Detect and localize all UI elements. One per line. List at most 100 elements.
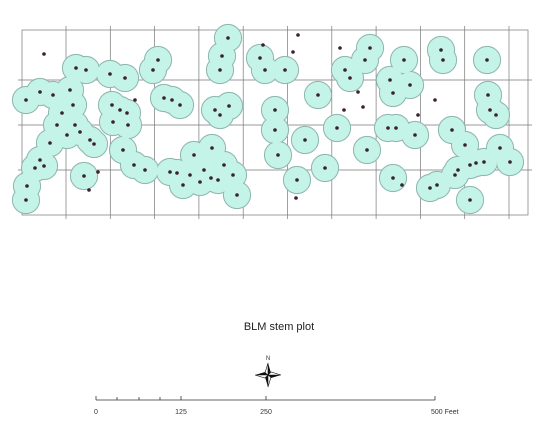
scale-label: 500 Feet [431,409,459,416]
stem [485,58,489,62]
stem [433,98,437,102]
stem [188,173,192,177]
buffer-outline [310,153,340,183]
stem [213,108,217,112]
buffer-outline [378,163,408,193]
stem [48,141,52,145]
stem [121,148,125,152]
stem [68,88,72,92]
north-arrow-part [268,375,281,378]
stem [294,196,298,200]
stem [222,163,226,167]
stem [24,98,28,102]
buffer-outline [303,80,333,110]
stem [486,93,490,97]
stem [276,153,280,157]
stem [111,120,115,124]
stem [216,178,220,182]
frame-border [21,29,529,216]
stem [73,123,77,127]
stem [210,146,214,150]
stem [494,113,498,117]
stem [413,133,417,137]
stem [92,142,96,146]
stem [365,148,369,152]
stem [42,52,46,56]
stem [450,128,454,132]
north-arrow-part [265,375,268,387]
buffer-outline [282,165,312,195]
stem [126,123,130,127]
stem-layer [24,33,512,202]
north-arrow-part [255,372,268,375]
stem [456,168,460,172]
buffer-outline [472,45,502,75]
stem [42,164,46,168]
north-arrow: N [254,356,282,388]
stem [25,184,29,188]
stem [363,58,367,62]
stem [33,166,37,170]
stem [82,174,86,178]
stem [273,128,277,132]
scale-label: 0 [94,409,98,416]
stem [170,98,174,102]
stem [125,111,129,115]
stem [428,186,432,190]
stem [291,50,295,54]
stem [96,170,100,174]
stem [402,58,406,62]
stem [123,76,127,80]
stem [181,183,185,187]
stem [192,153,196,157]
stem [151,68,155,72]
stem [303,138,307,142]
north-arrow-part [267,371,282,376]
stem [488,108,492,112]
stem [55,123,59,127]
stem [273,108,277,112]
stem [258,56,262,60]
stem [296,33,300,37]
map-title: BLM stem plot [244,321,314,333]
stem [220,54,224,58]
scale-label: 125 [175,409,187,416]
stem [335,126,339,130]
stem [38,158,42,162]
stem [439,48,443,52]
stem [178,103,182,107]
stem [435,183,439,187]
north-arrow-part [254,374,269,379]
stem [168,170,172,174]
north-label: N [266,356,270,362]
stem [209,176,213,180]
stem [118,108,122,112]
stem [235,193,239,197]
stem [316,93,320,97]
stem [84,68,88,72]
stem [60,111,64,115]
stem [394,126,398,130]
stem [227,104,231,108]
stem [71,103,75,107]
stem [283,68,287,72]
stem [468,163,472,167]
scale-label: 250 [260,409,272,416]
stem [400,183,404,187]
stem [498,146,502,150]
stem [408,83,412,87]
stem [143,168,147,172]
stem [348,76,352,80]
stem [295,178,299,182]
stem [463,143,467,147]
stem [51,93,55,97]
stem [388,78,392,82]
stem [508,160,512,164]
stem [65,133,69,137]
buffer-outline [322,113,352,143]
stem [441,58,445,62]
stem [386,126,390,130]
stem [24,198,28,202]
stem [261,43,265,47]
